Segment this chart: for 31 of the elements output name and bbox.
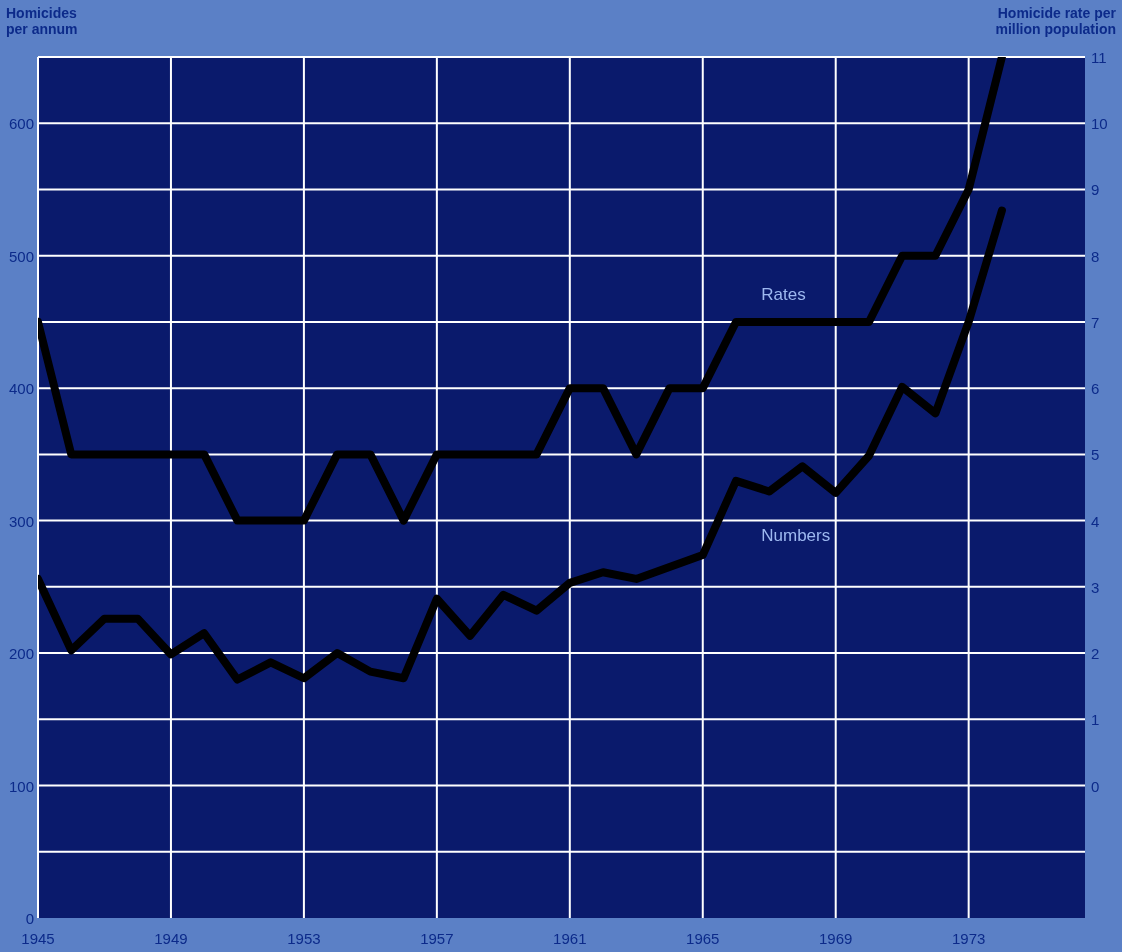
y-tick-label: 0 xyxy=(25,910,34,927)
x-tick-label: 1945 xyxy=(21,930,55,947)
x-tick-label: 1949 xyxy=(154,930,188,947)
y-tick-label: 200 xyxy=(8,645,34,663)
y2-tick-label: 10 xyxy=(1091,115,1108,133)
series-label: Rates xyxy=(761,284,806,304)
y2-tick-label: 9 xyxy=(1091,181,1100,199)
x-tick-label: 1973 xyxy=(951,930,986,947)
y-tick-label: 500 xyxy=(8,247,34,265)
y-tick-label: 100 xyxy=(8,777,34,795)
y2-tick-label: 4 xyxy=(1091,512,1100,530)
y2-tick-label: 1 xyxy=(1091,711,1100,729)
y-axis-title: Homicides per annum xyxy=(6,5,78,37)
x-tick-label: 1953 xyxy=(287,930,321,947)
y2-tick-label: 2 xyxy=(1091,645,1100,663)
x-tick-label: 1957 xyxy=(420,930,454,947)
y2-tick-label: 6 xyxy=(1091,380,1100,398)
y-tick-label: 600 xyxy=(8,115,34,133)
y2-tick-label: 3 xyxy=(1091,578,1100,596)
y2-tick-label: 7 xyxy=(1091,313,1100,331)
y2-tick-label: 11 xyxy=(1091,49,1107,66)
x-tick-label: 1965 xyxy=(686,930,720,947)
y2-tick-label: 0 xyxy=(1091,777,1100,795)
text: Numbers xyxy=(761,526,831,546)
x-tick-label: 1961 xyxy=(553,930,587,947)
y2-tick-label: 8 xyxy=(1091,247,1100,265)
y2-axis-title: Homicide rate per million population xyxy=(995,5,1117,37)
y-tick-label: 400 xyxy=(8,380,34,398)
y2-tick-label: 5 xyxy=(1091,446,1100,464)
y-tick-label: 300 xyxy=(8,512,34,530)
x-tick-label: 1969 xyxy=(819,930,853,947)
